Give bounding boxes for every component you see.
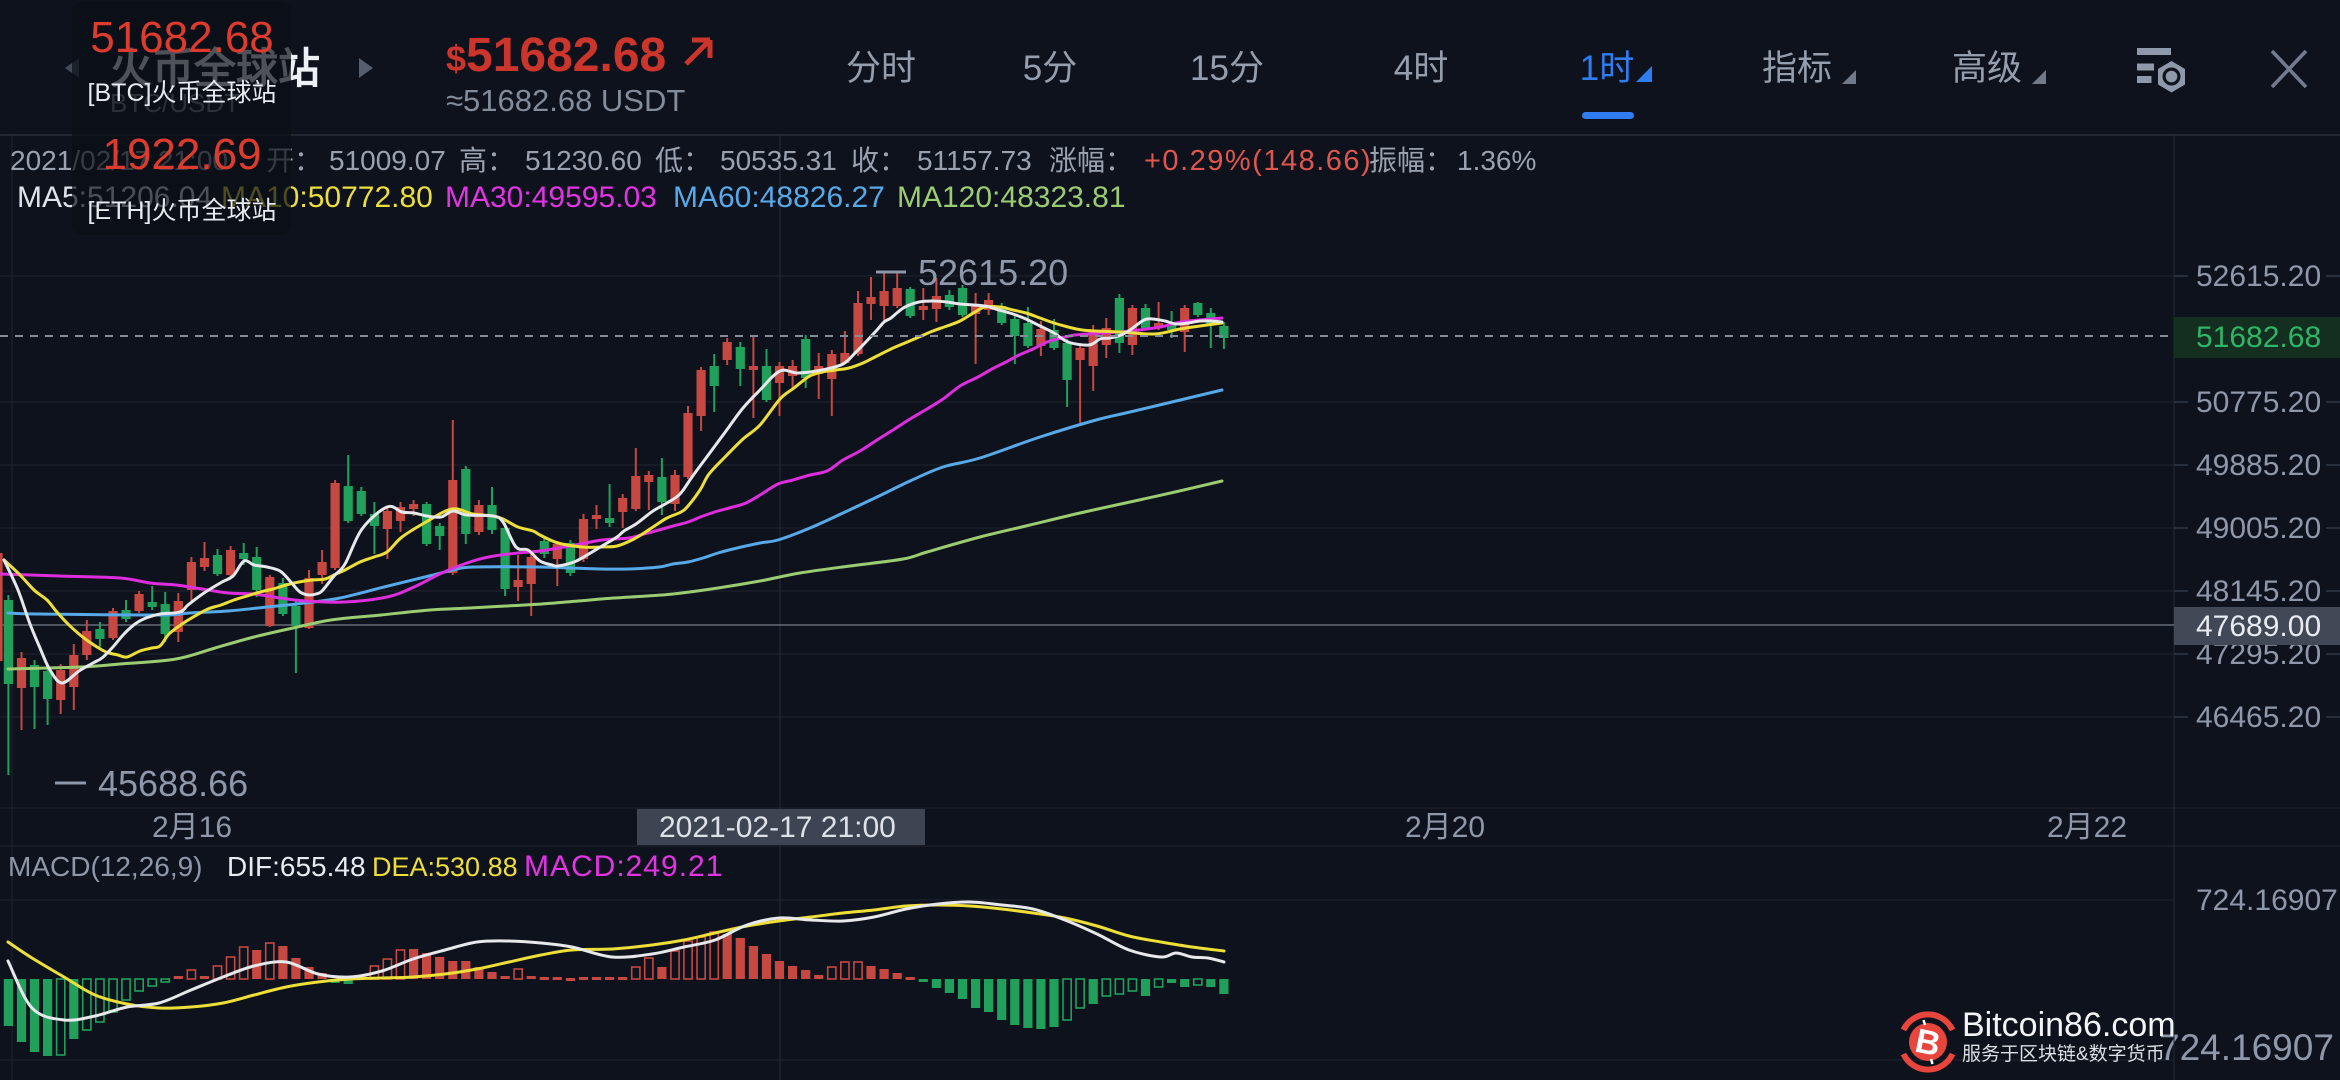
svg-text:+0.29%(148.66): +0.29%(148.66) (1144, 145, 1372, 177)
svg-text:47689.00: 47689.00 (2196, 610, 2321, 643)
svg-text:4时: 4时 (1394, 49, 1448, 88)
svg-text:高级: 高级 (1952, 49, 2022, 88)
svg-text:分时: 分时 (846, 49, 916, 88)
svg-text:高：: 高： (459, 145, 515, 176)
svg-text:≈51682.68 USDT: ≈51682.68 USDT (446, 83, 685, 118)
svg-text:51009.07: 51009.07 (329, 145, 446, 176)
svg-text:MA120:48323.81: MA120:48323.81 (897, 181, 1126, 214)
svg-text:51230.60: 51230.60 (525, 145, 642, 176)
svg-text:724.16907: 724.16907 (2196, 884, 2338, 917)
svg-text:Bitcoin86.com: Bitcoin86.com (1962, 1006, 2176, 1044)
svg-text:振幅：: 振幅： (1369, 145, 1453, 176)
svg-text:45688.66: 45688.66 (98, 763, 248, 804)
svg-text:MA60:48826.27: MA60:48826.27 (673, 181, 885, 214)
svg-text:724.16907: 724.16907 (2159, 1027, 2334, 1068)
svg-text:51682.68: 51682.68 (2196, 321, 2321, 354)
svg-text:MA30:49595.03: MA30:49595.03 (445, 181, 657, 214)
svg-text:52615.20: 52615.20 (918, 252, 1068, 293)
svg-text:15分: 15分 (1190, 49, 1264, 88)
svg-text:2月20: 2月20 (1405, 811, 1485, 844)
svg-text:[BTC]火币全球站: [BTC]火币全球站 (88, 79, 277, 107)
svg-text:50775.20: 50775.20 (2196, 386, 2321, 419)
svg-text:收：: 收： (851, 145, 907, 176)
svg-text:服务于区块链&数字货币: 服务于区块链&数字货币 (1962, 1043, 2165, 1065)
svg-text:涨幅：: 涨幅： (1049, 145, 1133, 176)
svg-text:51682.68: 51682.68 (466, 29, 666, 82)
svg-text:DIF:655.48: DIF:655.48 (227, 851, 366, 882)
svg-text:1时: 1时 (1580, 49, 1634, 88)
svg-text:50535.31: 50535.31 (720, 145, 837, 176)
svg-text:51682.68: 51682.68 (90, 13, 274, 62)
svg-text:48145.20: 48145.20 (2196, 575, 2321, 608)
svg-text:51157.73: 51157.73 (917, 145, 1032, 176)
svg-text:52615.20: 52615.20 (2196, 260, 2321, 293)
svg-text:5分: 5分 (1023, 49, 1077, 88)
svg-text:2月16: 2月16 (152, 811, 232, 844)
svg-text:49885.20: 49885.20 (2196, 449, 2321, 482)
svg-text:低：: 低： (655, 145, 711, 176)
svg-text:46465.20: 46465.20 (2196, 701, 2321, 734)
svg-text:MACD(12,26,9): MACD(12,26,9) (8, 851, 203, 882)
svg-text:1.36%: 1.36% (1457, 145, 1536, 176)
svg-text:2月22: 2月22 (2047, 811, 2127, 844)
svg-text:[ETH]火币全球站: [ETH]火币全球站 (88, 197, 277, 225)
svg-text:2021-02-17 21:00: 2021-02-17 21:00 (659, 811, 896, 844)
svg-text:指标: 指标 (1762, 49, 1832, 88)
svg-text:MACD:249.21: MACD:249.21 (524, 850, 723, 883)
svg-text:1922.69: 1922.69 (102, 130, 261, 179)
svg-text:DEA:530.88: DEA:530.88 (372, 852, 518, 882)
svg-text:$: $ (446, 38, 466, 79)
svg-text:49005.20: 49005.20 (2196, 512, 2321, 545)
